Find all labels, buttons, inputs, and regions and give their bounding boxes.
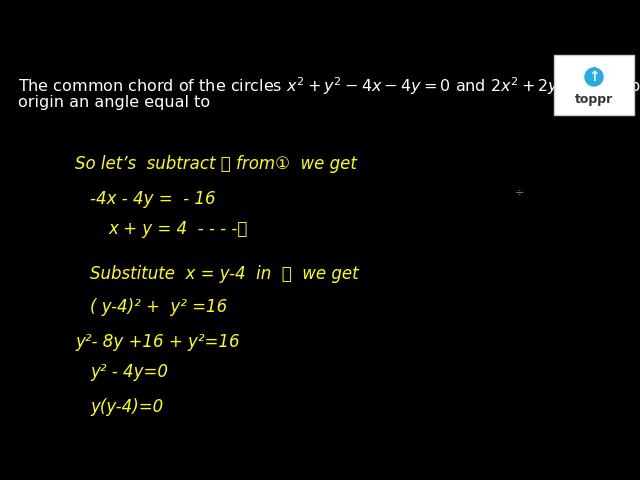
Text: ⬆: ⬆ bbox=[585, 67, 604, 87]
Text: y² - 4y=0: y² - 4y=0 bbox=[90, 363, 168, 381]
Text: ÷: ÷ bbox=[515, 187, 525, 197]
Text: The common chord of the circles $x^2 + y^2 - 4x - 4y = 0$ and $2x^2 + 2y^2 = 32$: The common chord of the circles $x^2 + y… bbox=[18, 75, 640, 96]
Text: So let’s  subtract Ⓑ from①  we get: So let’s subtract Ⓑ from① we get bbox=[75, 155, 357, 173]
Text: y²- 8y +16 + y²=16: y²- 8y +16 + y²=16 bbox=[75, 333, 239, 351]
Text: ( y-4)² +  y² =16: ( y-4)² + y² =16 bbox=[90, 298, 227, 316]
Text: Substitute  x = y-4  in  Ⓑ  we get: Substitute x = y-4 in Ⓑ we get bbox=[90, 265, 358, 283]
Text: toppr: toppr bbox=[575, 94, 613, 107]
Bar bbox=[554, 55, 634, 115]
Text: origin an angle equal to: origin an angle equal to bbox=[18, 95, 210, 110]
Text: x + y = 4  - - - -Ⓑ: x + y = 4 - - - -Ⓑ bbox=[108, 220, 248, 238]
Text: y(y-4)=0: y(y-4)=0 bbox=[90, 398, 163, 416]
Text: ↑: ↑ bbox=[588, 70, 600, 84]
Circle shape bbox=[585, 68, 603, 86]
Text: -4x - 4y =  - 16: -4x - 4y = - 16 bbox=[90, 190, 216, 208]
